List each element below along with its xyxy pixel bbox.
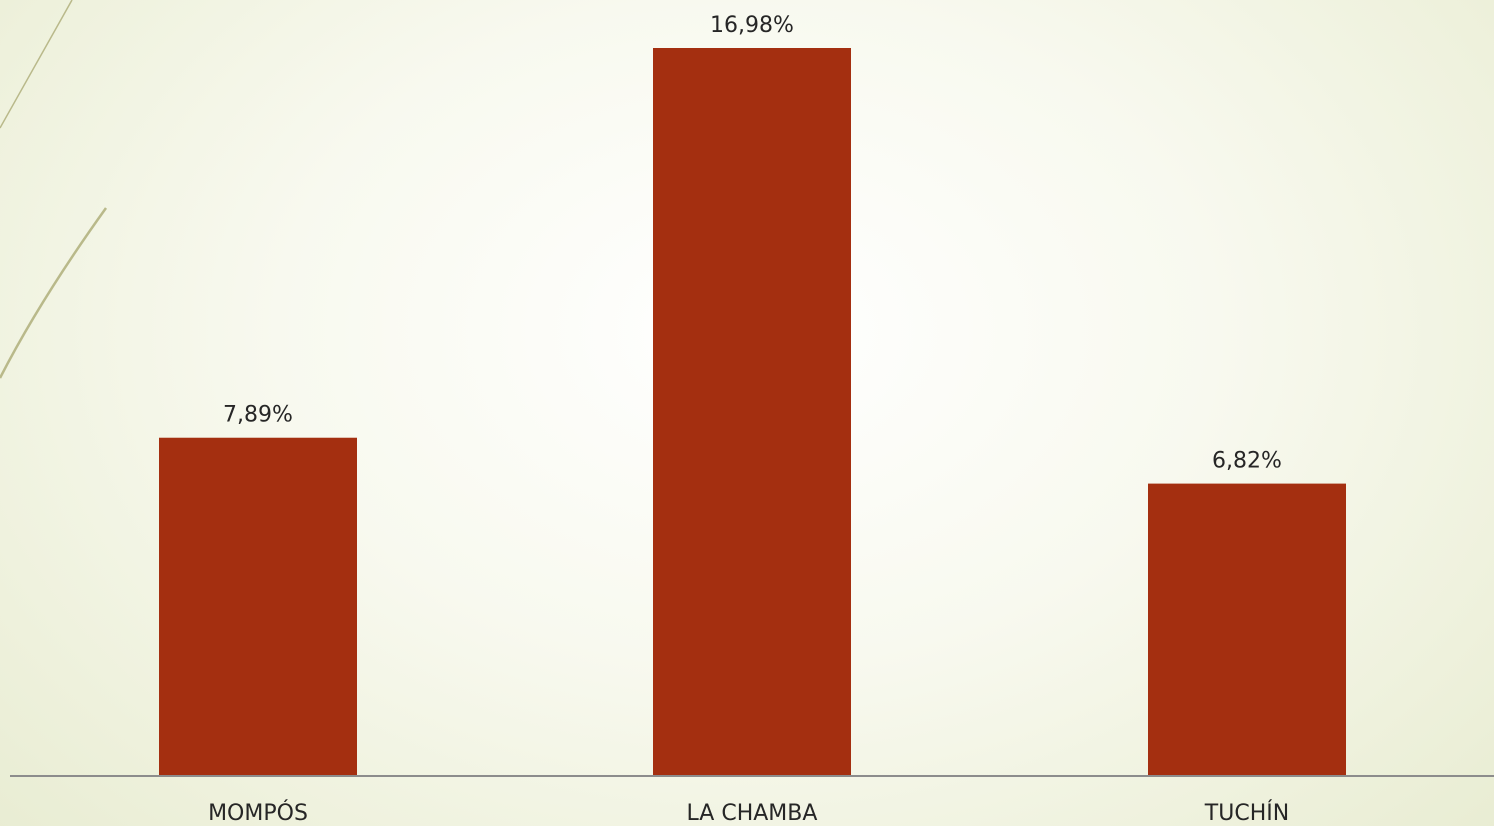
decoration-line-top xyxy=(0,0,73,129)
decoration-line-middle xyxy=(0,207,108,379)
bar-2 xyxy=(1148,483,1346,776)
category-label-1: LA CHAMBA xyxy=(687,801,818,826)
category-label-2: TUCHÍN xyxy=(1204,800,1289,826)
bars-group xyxy=(159,48,1346,776)
data-labels-group: 7,89% 16,98% 6,82% xyxy=(223,13,1282,474)
data-label-0: 7,89% xyxy=(223,403,293,428)
data-label-2: 6,82% xyxy=(1212,449,1282,474)
data-label-1: 16,98% xyxy=(710,13,794,38)
decoration-lines xyxy=(0,0,108,379)
bar-1 xyxy=(653,48,851,776)
bar-0 xyxy=(159,437,357,776)
category-label-0: MOMPÓS xyxy=(208,800,308,826)
category-labels-group: MOMPÓS LA CHAMBA TUCHÍN xyxy=(208,800,1289,826)
